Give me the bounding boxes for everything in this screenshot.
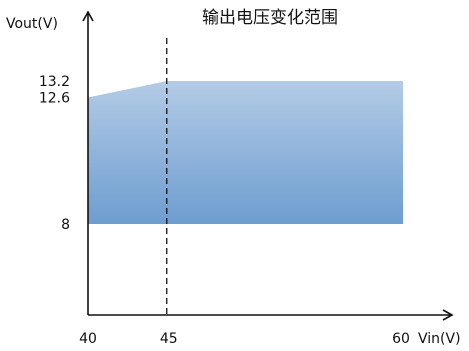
y-tick-label: 12.6 [39, 91, 70, 107]
y-tick-label: 13.2 [39, 74, 70, 90]
x-tick-labels: 40 45 60 [79, 331, 410, 347]
y-axis-label: Vout(V) [6, 16, 58, 32]
x-tick-label: 40 [79, 331, 97, 347]
y-tick-label: 8 [61, 217, 70, 233]
x-axis-label: Vin(V) [418, 331, 461, 347]
x-tick-label: 60 [392, 331, 410, 347]
x-tick-label: 45 [160, 331, 178, 347]
voltage-range-area [88, 81, 403, 224]
chart-title: 输出电压变化范围 [202, 8, 338, 28]
y-tick-labels: 13.212.6 8 [39, 74, 70, 233]
